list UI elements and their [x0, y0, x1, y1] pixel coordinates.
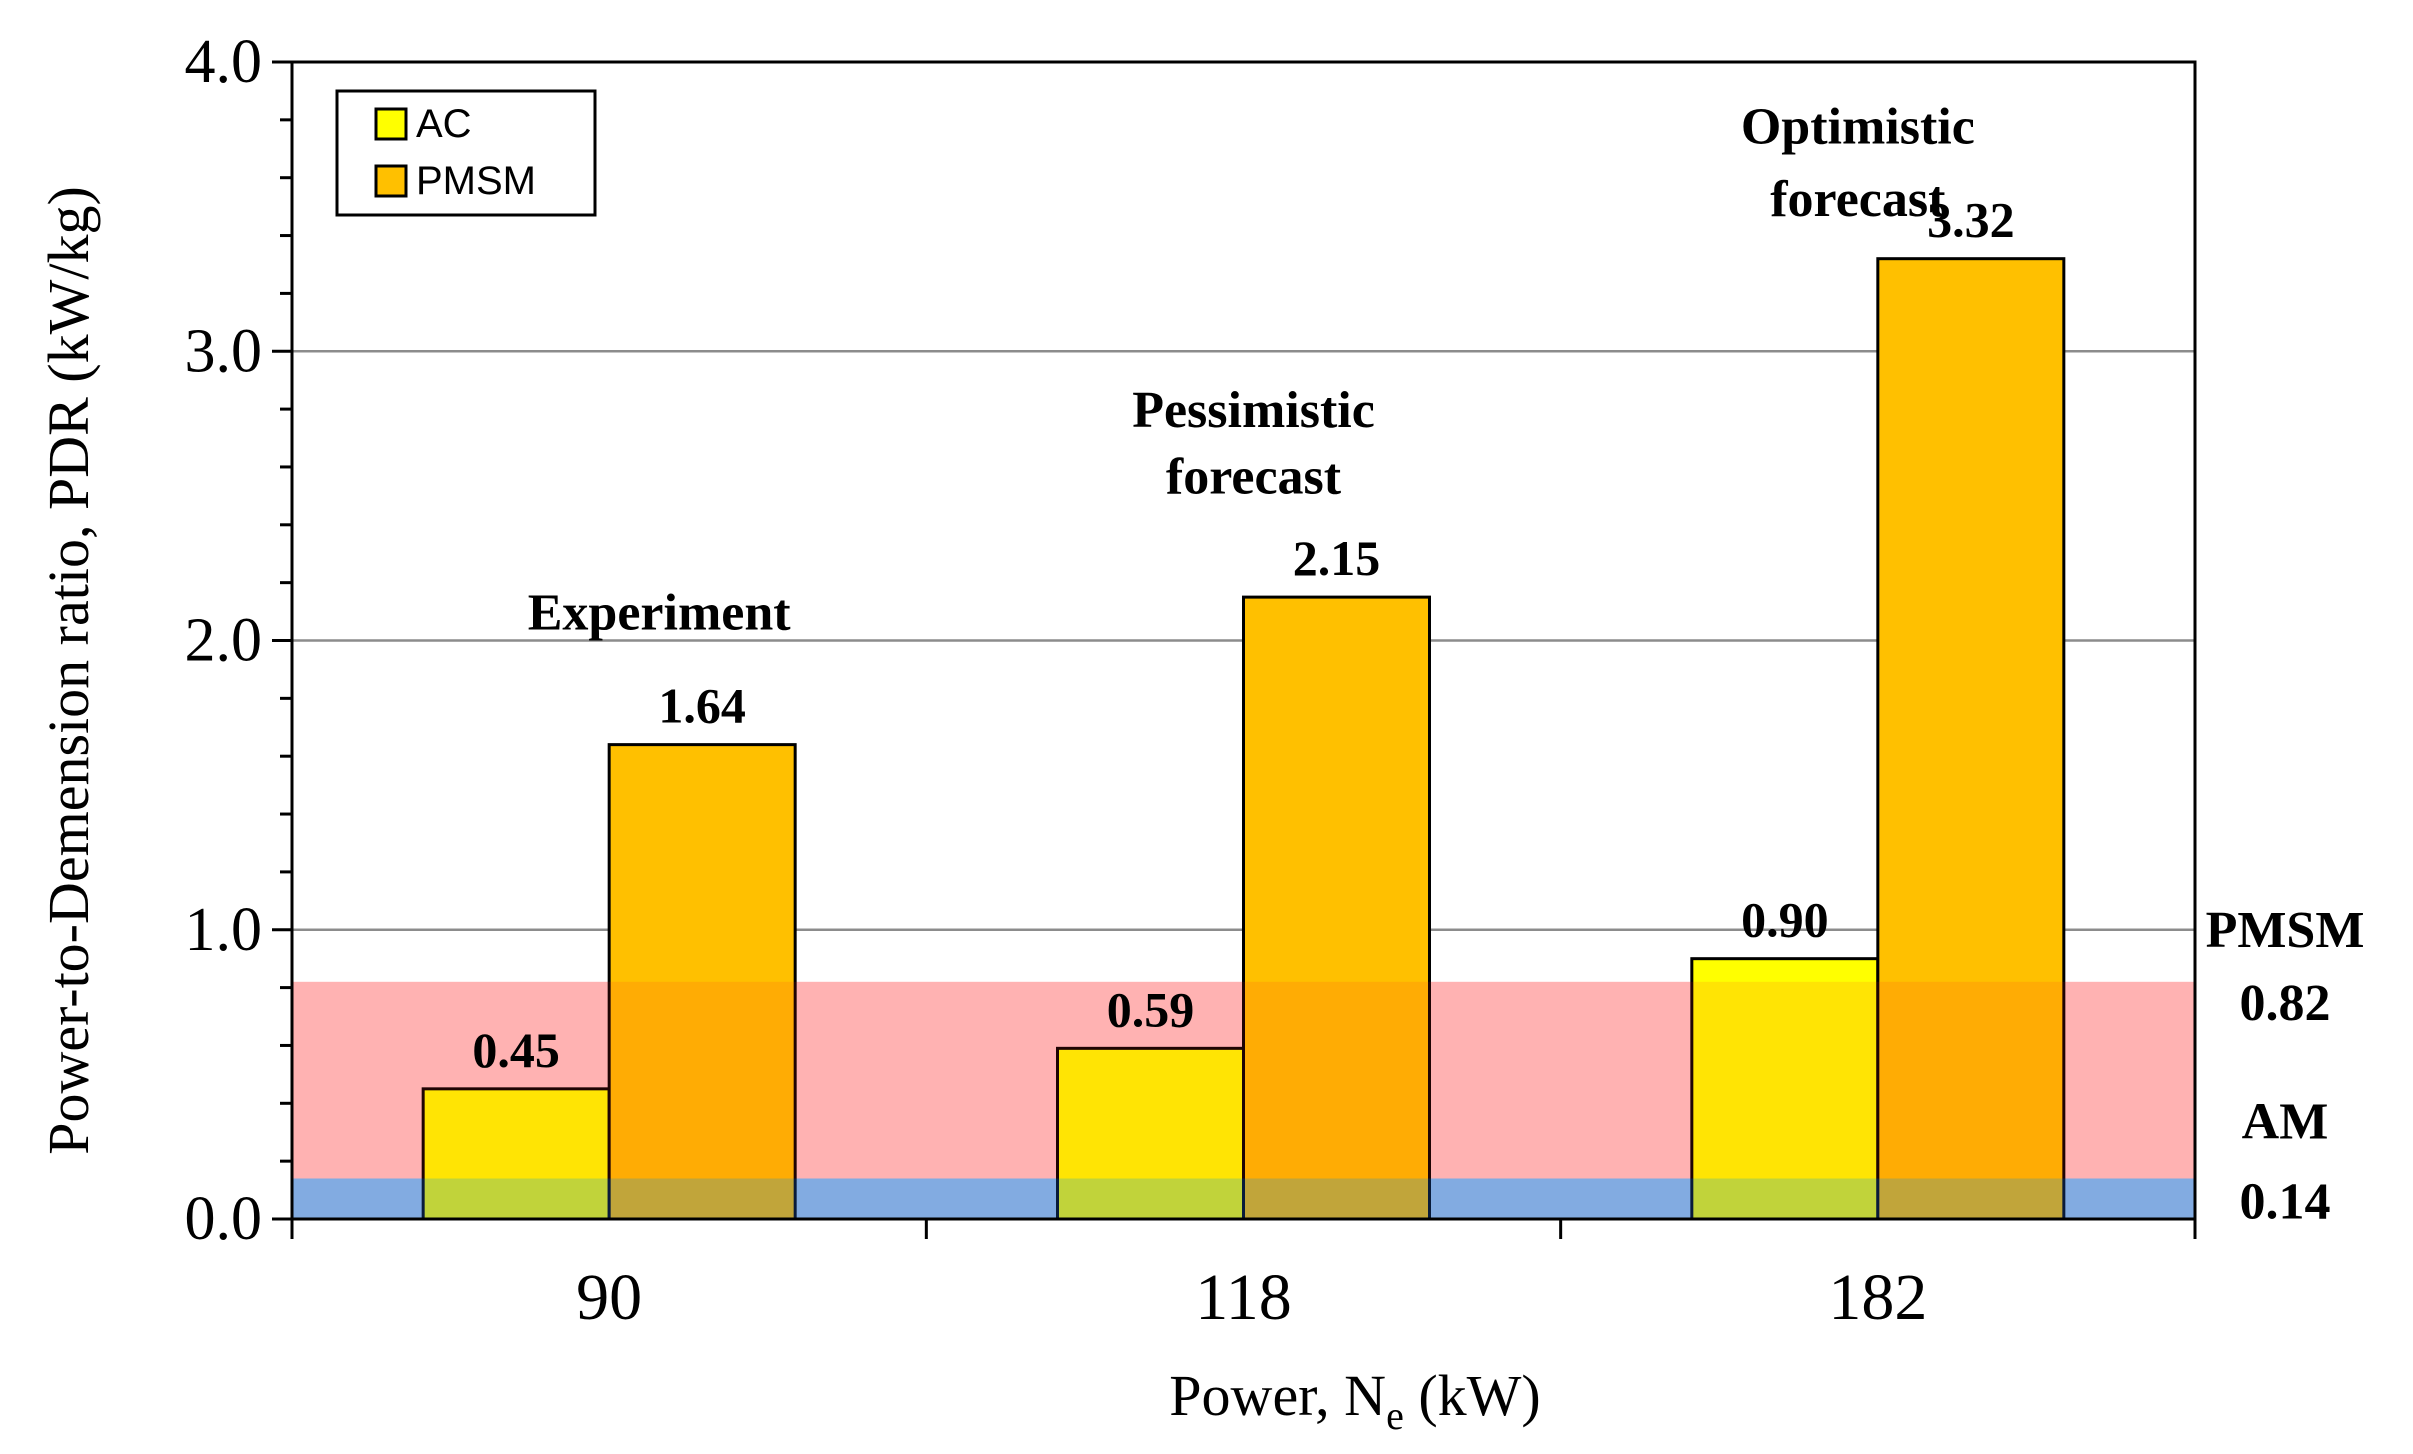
group-annotation: Optimistic forecast	[1741, 99, 1975, 228]
y-tick-label: 1.0	[185, 896, 263, 964]
x-tick-label: 90	[576, 1261, 642, 1334]
x-axis-title-main: Power, N	[1169, 1363, 1386, 1428]
data-label-ac-182: 0.90	[1741, 892, 1829, 948]
band-label-pmsm-value: 0.82	[2240, 975, 2331, 1032]
legend-label-pmsm: PMSM	[416, 159, 536, 203]
am-band-overlay	[292, 1178, 2195, 1219]
legend-swatch-pmsm	[374, 164, 408, 198]
bar-pmsm-182	[1876, 257, 2066, 1221]
x-tick-label: 118	[1195, 1261, 1292, 1334]
data-label-pmsm-182: 3.32	[1927, 192, 2015, 248]
group-annotation: Experiment	[528, 585, 792, 642]
band-label-am-value: 0.14	[2240, 1174, 2331, 1231]
data-label-pmsm-118: 2.15	[1293, 530, 1381, 586]
group-annotations: Experiment Pessimistic forecast Optimistic f…	[528, 99, 2365, 1231]
data-label-pmsm-90: 1.64	[658, 678, 746, 734]
x-tick-label: 182	[1828, 1261, 1927, 1334]
group-annotation: Pessimistic forecast	[1132, 382, 1375, 506]
legend-swatch-ac	[374, 107, 408, 141]
y-tick-label: 4.0	[185, 28, 263, 96]
bar-pmsm-118	[1242, 595, 1431, 1221]
data-label-ac-118: 0.59	[1107, 981, 1195, 1037]
legend-label-ac: AC	[416, 102, 472, 146]
y-tick-label: 0.0	[185, 1185, 263, 1253]
bar-ac-182	[1690, 957, 1880, 1221]
y-tick-label: 2.0	[185, 607, 263, 675]
threshold-bands-overlay	[292, 981, 2195, 1219]
x-axis-title-unit: (kW)	[1404, 1363, 1541, 1428]
y-axis-title: Power-to-Demension ratio, PDR (kW/kg)	[36, 186, 101, 1155]
axes: 0.0 1.0 2.0 3.0 4.0 90 118 182	[185, 28, 2197, 1334]
x-axis-title: Power, Ne (kW)	[1169, 1363, 1540, 1438]
data-label-ac-90: 0.45	[472, 1022, 560, 1078]
data-labels: 0.45 1.64 0.59 2.15 0.90 3.32	[472, 192, 2014, 1078]
bar-pmsm-90	[607, 743, 797, 1221]
band-label-pmsm-name: PMSM	[2206, 902, 2365, 959]
x-axis-title-subscript: e	[1386, 1393, 1404, 1438]
legend: AC PMSM	[335, 89, 597, 217]
band-label-am-name: AM	[2242, 1094, 2329, 1151]
pmsm-band-overlay	[292, 981, 2195, 1179]
y-tick-label: 3.0	[185, 317, 263, 385]
